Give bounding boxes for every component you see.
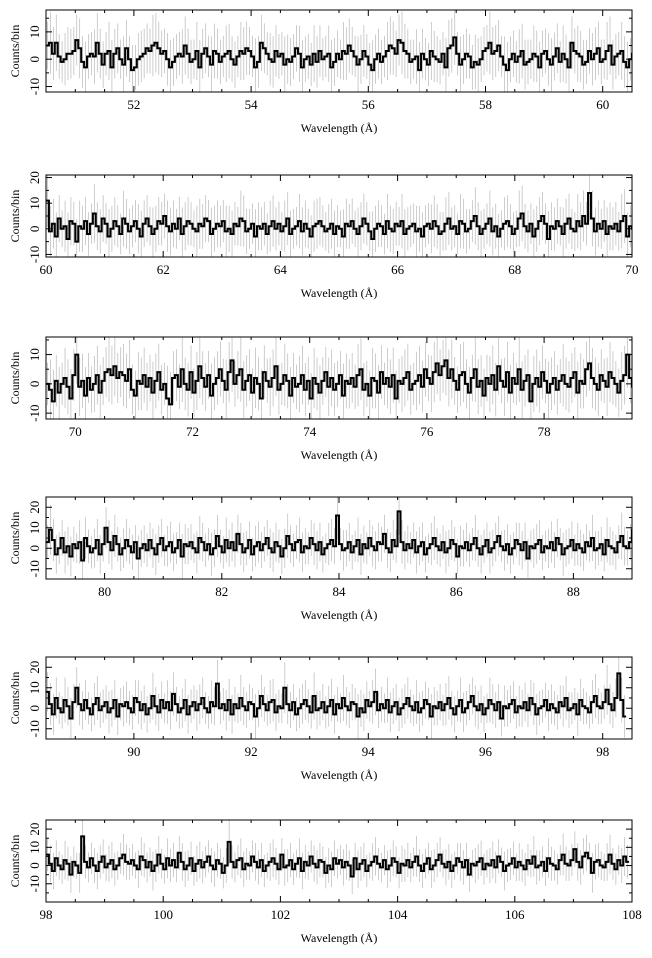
spectrum-series-line xyxy=(46,510,632,562)
spectrum-series-line xyxy=(46,672,627,720)
plot-area xyxy=(46,10,632,92)
y-tick-label: 0 xyxy=(27,862,42,869)
x-tick-label: 72 xyxy=(186,424,199,439)
chart-panel-3: 70 72 74 76 78 -10 0 10 Wavelength (Å) Counts/bin xyxy=(8,336,633,462)
plot-area xyxy=(46,820,630,895)
x-tick-label: 80 xyxy=(98,584,111,599)
plot-area xyxy=(46,175,632,257)
y-tick-label: 10 xyxy=(27,521,42,534)
spectrum-series-line xyxy=(46,36,632,72)
x-tick-label: 54 xyxy=(245,97,259,112)
error-bars xyxy=(47,820,628,895)
x-tick-label: 102 xyxy=(271,907,291,922)
chart-panel-6: 98 100 102 104 106 108 -10 0 10 20 Wavelength (Å) C… xyxy=(8,819,642,945)
x-tick-label: 58 xyxy=(479,97,492,112)
x-tick-label: 104 xyxy=(388,907,408,922)
x-tick-label: 108 xyxy=(622,907,642,922)
chart-panel-2: 60 62 64 66 68 70 -10 0 10 20 Wavelength (Å) Counts… xyxy=(8,171,639,300)
x-tick-label: 62 xyxy=(157,262,170,277)
y-axis-title: Counts/bin xyxy=(8,190,22,243)
error-bars xyxy=(47,497,631,579)
x-tick-label: 100 xyxy=(153,907,173,922)
x-tick-label: 56 xyxy=(362,97,376,112)
error-bars xyxy=(47,657,626,739)
y-axis-title: Counts/bin xyxy=(8,672,22,725)
y-tick-label: 10 xyxy=(27,681,42,694)
x-axis-title: Wavelength (Å) xyxy=(301,608,378,622)
x-tick-label: 52 xyxy=(127,97,140,112)
x-tick-label: 78 xyxy=(538,424,551,439)
x-tick-label: 60 xyxy=(40,262,53,277)
x-axis-title: Wavelength (Å) xyxy=(301,121,378,135)
x-tick-label: 106 xyxy=(505,907,525,922)
x-tick-label: 96 xyxy=(479,744,493,759)
x-tick-label: 94 xyxy=(362,744,376,759)
y-axis-title: Counts/bin xyxy=(8,25,22,78)
y-tick-label: 20 xyxy=(27,661,42,674)
y-tick-label: 10 xyxy=(27,197,42,210)
y-tick-label: 10 xyxy=(27,841,42,854)
y-tick-label: -10 xyxy=(27,246,42,263)
x-axis-title: Wavelength (Å) xyxy=(301,286,378,300)
y-tick-label: -10 xyxy=(27,404,42,421)
spectrum-series-line xyxy=(46,191,632,243)
x-tick-label: 82 xyxy=(215,584,228,599)
y-axis-title: Counts/bin xyxy=(8,352,22,405)
chart-panel-4: 80 82 84 86 88 -10 0 10 20 Wavelength (Å) Counts/b… xyxy=(8,496,633,622)
y-tick-label: 0 xyxy=(27,381,42,388)
chart-panel-5: 90 92 94 96 98 -10 0 10 20 Wavelength (Å) Counts/b… xyxy=(8,656,633,782)
y-tick-label: 0 xyxy=(27,56,42,63)
y-tick-label: -10 xyxy=(27,875,42,892)
y-tick-label: -10 xyxy=(27,720,42,737)
y-tick-label: 20 xyxy=(27,501,42,514)
x-tick-label: 66 xyxy=(391,262,405,277)
x-tick-label: 84 xyxy=(333,584,347,599)
spectrum-series-line xyxy=(46,353,632,406)
x-tick-label: 86 xyxy=(450,584,464,599)
x-axis-title: Wavelength (Å) xyxy=(301,768,378,782)
x-tick-label: 70 xyxy=(626,262,639,277)
y-tick-label: 20 xyxy=(27,171,42,184)
error-bars xyxy=(47,175,631,257)
y-axis-title: Counts/bin xyxy=(8,512,22,565)
y-tick-label: 20 xyxy=(27,823,42,836)
y-tick-label: 0 xyxy=(27,705,42,712)
x-tick-label: 88 xyxy=(567,584,580,599)
x-tick-label: 60 xyxy=(596,97,609,112)
y-tick-label: 10 xyxy=(27,25,42,38)
x-tick-label: 92 xyxy=(245,744,258,759)
y-tick-label: 0 xyxy=(27,545,42,552)
x-tick-label: 70 xyxy=(69,424,82,439)
plot-area xyxy=(46,337,632,419)
y-tick-label: -10 xyxy=(27,78,42,95)
x-axis-title: Wavelength (Å) xyxy=(301,931,378,945)
chart-panel-1: 52 54 56 58 60 -10 0 10 Wavelength (Å) Counts/bin xyxy=(8,9,633,135)
y-tick-label: -10 xyxy=(27,560,42,577)
y-axis-title: Counts/bin xyxy=(8,835,22,888)
x-tick-label: 74 xyxy=(303,424,317,439)
x-tick-label: 98 xyxy=(40,907,53,922)
plot-area xyxy=(46,497,632,579)
x-tick-label: 64 xyxy=(274,262,288,277)
x-tick-label: 68 xyxy=(508,262,521,277)
x-tick-label: 98 xyxy=(596,744,609,759)
plot-area xyxy=(46,657,627,739)
x-axis-title: Wavelength (Å) xyxy=(301,448,378,462)
x-tick-label: 90 xyxy=(127,744,140,759)
y-tick-label: 10 xyxy=(27,348,42,361)
x-tick-label: 76 xyxy=(420,424,434,439)
spectrum-series-line xyxy=(46,835,630,878)
y-tick-label: 0 xyxy=(27,226,42,233)
